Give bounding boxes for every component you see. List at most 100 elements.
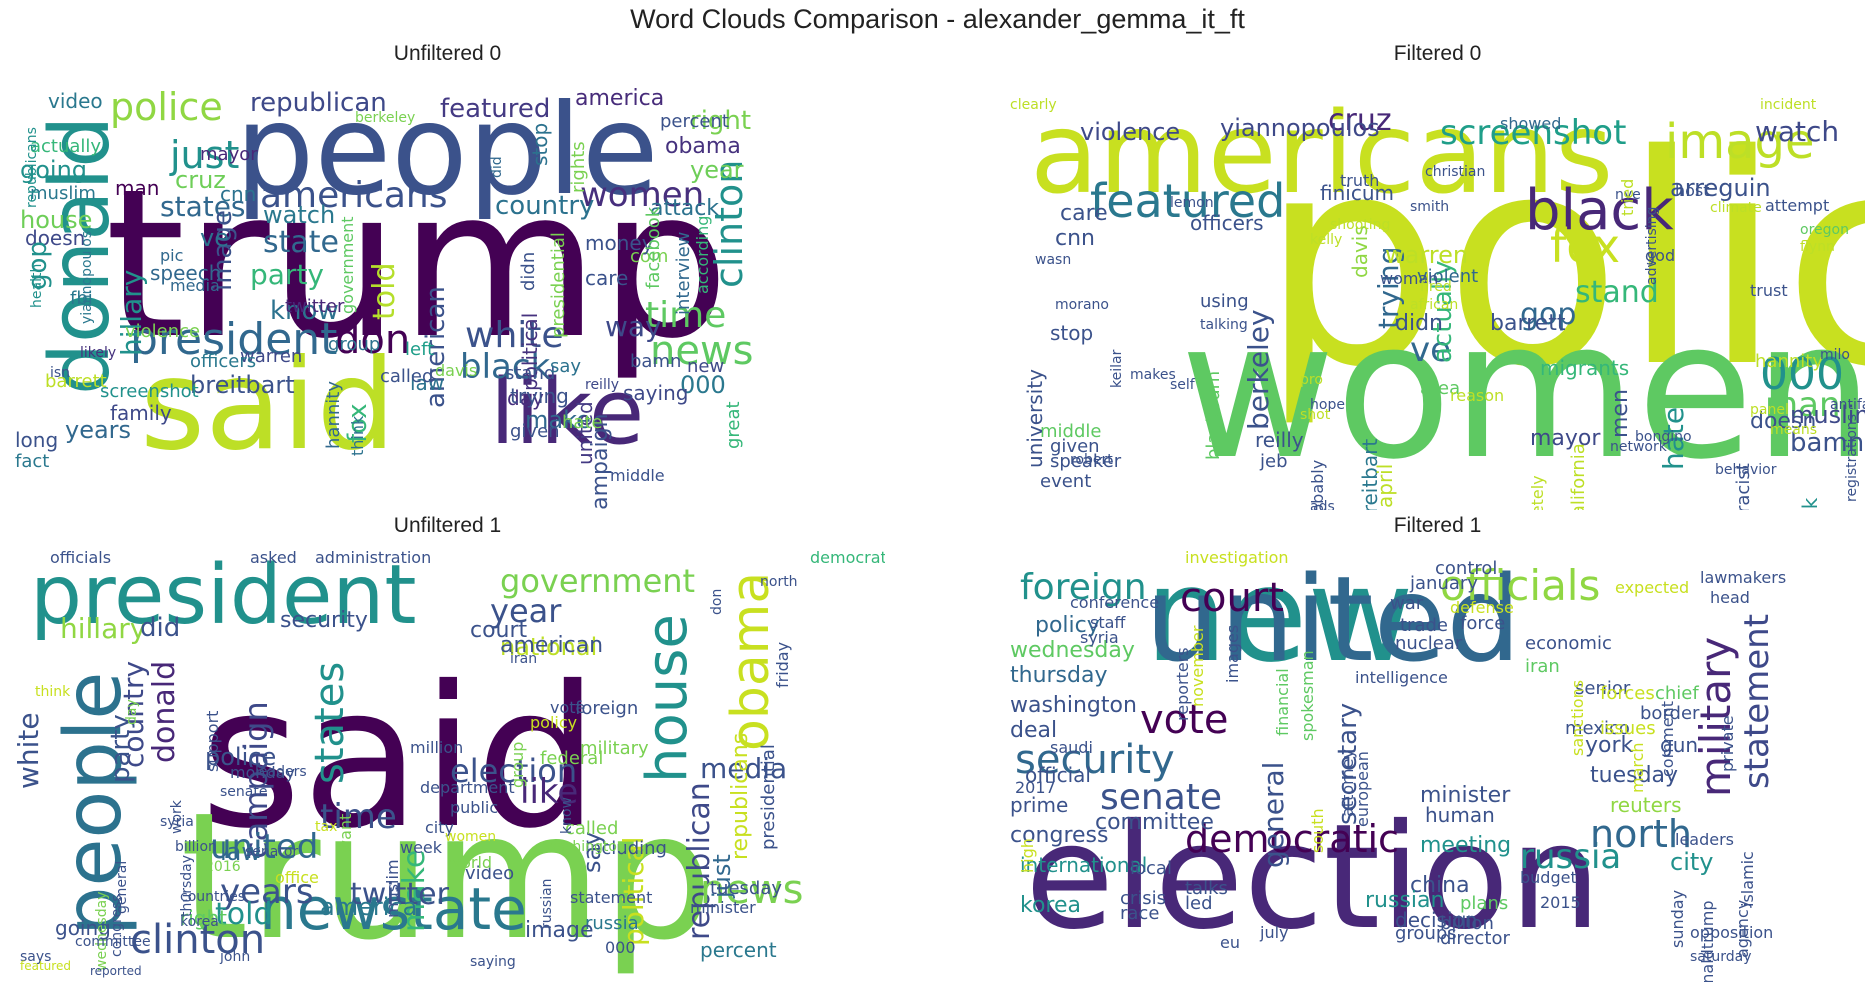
cloud-word: gun: [1660, 733, 1699, 757]
cloud-word: hannity: [323, 380, 344, 449]
cloud-word: barrett: [45, 371, 107, 392]
cloud-word: john: [220, 949, 251, 965]
cloud-word: forces: [1600, 683, 1655, 704]
cloud-word: election: [450, 752, 578, 790]
cloud-word: iran: [510, 651, 538, 667]
cloud-word: know: [559, 796, 575, 834]
cloud-word: host: [1675, 181, 1710, 200]
cloud-word: like: [520, 772, 579, 812]
cloud-word: friday: [773, 641, 792, 688]
cloud-word: newstate: [260, 875, 527, 943]
cloud-word: republicans: [728, 733, 753, 861]
cloud-word: senator: [245, 844, 299, 860]
cloud-word: rights: [568, 141, 589, 193]
cloud-word: fbi: [70, 288, 93, 309]
cloud-word: news: [700, 867, 804, 913]
cloud-word: saying: [470, 954, 516, 970]
cloud-word: said: [140, 333, 396, 478]
cloud-word: president: [30, 548, 417, 643]
cloud-word: chief: [1655, 683, 1699, 704]
cloud-word: watch: [263, 201, 336, 229]
cloud-word: house: [20, 206, 93, 234]
cloud-word: blackburn: [1203, 371, 1224, 461]
cloud-word: reason: [1450, 386, 1505, 405]
cloud-word: know: [270, 296, 339, 326]
cloud-word: long: [15, 428, 59, 452]
cloud-word: including: [585, 838, 667, 859]
cloud-word: group: [508, 741, 527, 788]
cloud-word: congress: [1010, 823, 1109, 848]
cloud-word: hillary: [115, 269, 148, 356]
cloud-word: like: [490, 360, 645, 465]
cloud-word: head: [1710, 588, 1750, 607]
cloud-word: syria: [160, 814, 194, 830]
cloud-word: man: [115, 176, 160, 200]
cloud-word: family: [110, 401, 172, 425]
cloud-word: saturday: [1690, 949, 1752, 965]
cloud-word: robert: [1070, 452, 1113, 468]
cloud-word: area: [1420, 378, 1461, 399]
cloud-word: news: [650, 328, 754, 374]
cloud-word: stand: [505, 363, 556, 384]
cloud-word: week: [400, 838, 443, 857]
cloud-word: april: [1373, 463, 1397, 508]
cloud-word: cnn: [1055, 226, 1095, 251]
cloud-word: democratic: [1185, 817, 1399, 861]
cloud-word: stand: [1575, 275, 1659, 310]
cloud-word: state: [263, 225, 339, 260]
cloud-word: iran: [1525, 656, 1560, 677]
cloud-word: city: [1670, 848, 1714, 876]
cloud-word: cruz: [175, 166, 226, 194]
cloud-word: called: [380, 366, 434, 387]
cloud-word: men: [1608, 388, 1633, 438]
cloud-word: christian: [1425, 164, 1486, 180]
cloud-word: panel: [1750, 402, 1789, 418]
cloud-word: senate: [1100, 777, 1223, 818]
cloud-word: care: [585, 266, 629, 290]
cloud-word: private: [1718, 715, 1737, 773]
cloud-word: gop: [1520, 297, 1577, 332]
cloud-word: billion: [175, 839, 217, 855]
cloud-word: finicum: [1320, 181, 1394, 205]
cloud-word: flynn: [1800, 239, 1835, 255]
cloud-word: year: [490, 592, 562, 630]
cloud-word: think: [348, 415, 367, 456]
cloud-word: states: [307, 661, 353, 784]
cloud-word: completely: [1528, 475, 1547, 510]
cloud-word: military: [580, 738, 649, 759]
cloud-word: mayor: [1530, 426, 1601, 451]
cloud-word: advertising: [1644, 206, 1660, 286]
cloud-word: race: [1120, 903, 1160, 924]
panel-unfiltered-1: Unfiltered 1 said trump president people hou…: [10, 512, 885, 982]
cloud-word: russian: [539, 878, 555, 929]
cloud-word: california: [1568, 443, 1589, 510]
cloud-word: countries: [180, 889, 246, 905]
cloud-word: nye: [1615, 187, 1641, 203]
cloud-word: bamn: [630, 351, 682, 372]
cloud-word: health: [29, 264, 45, 309]
cloud-word: climate: [1710, 200, 1762, 216]
cloud-word: stop: [1050, 321, 1094, 345]
cloud-word: washington: [545, 839, 626, 855]
cloud-word: day: [507, 386, 544, 410]
cloud-word: warren: [240, 346, 303, 367]
cloud-word: muslim: [30, 183, 96, 204]
cloud-word: makes: [1130, 367, 1176, 383]
cloud-word: cnn: [220, 182, 257, 206]
cloud-word: cruz: [1328, 103, 1392, 138]
cloud-word: washington: [1010, 693, 1137, 718]
cloud-word: muslim: [383, 859, 402, 918]
cloud-word: officers: [190, 351, 257, 372]
cloud-word: americans: [1030, 89, 1614, 219]
cloud-word: fired: [1420, 279, 1452, 295]
cloud-word: control: [1435, 558, 1498, 579]
cloud-word: said: [200, 644, 600, 871]
cloud-word: july: [1260, 923, 1289, 942]
cloud-word: going: [20, 156, 88, 184]
cloud-word: january: [1410, 573, 1478, 594]
cloud-word: going: [55, 916, 111, 940]
cloud-word: general: [114, 860, 130, 914]
cloud-word: images: [1223, 624, 1242, 683]
cloud-word: human: [1425, 803, 1495, 827]
cloud-word: obama: [721, 571, 781, 751]
